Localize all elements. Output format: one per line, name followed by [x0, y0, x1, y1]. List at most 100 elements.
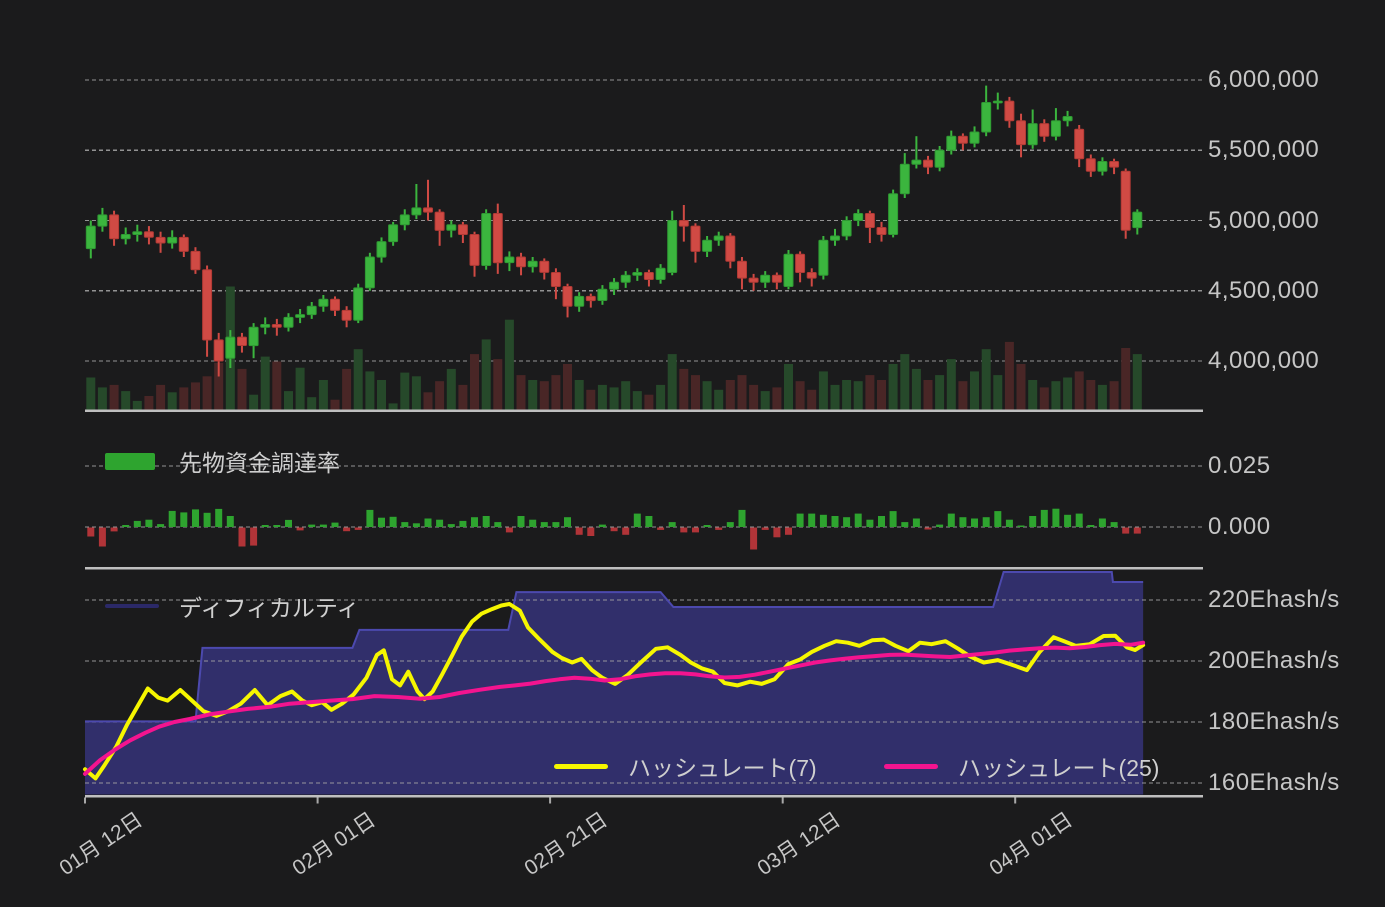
candle-body — [876, 227, 887, 235]
candle-body — [1039, 123, 1050, 137]
funding-bar — [378, 517, 385, 527]
volume-bar — [446, 368, 456, 410]
candle-body — [85, 225, 96, 250]
candle-body — [760, 274, 771, 283]
volume-bar — [563, 364, 572, 410]
candle-body — [481, 213, 492, 266]
funding-bar — [819, 514, 827, 527]
volume-bar — [551, 375, 561, 410]
candle-body — [1085, 158, 1096, 172]
funding-bar — [912, 518, 920, 527]
volume-bar — [923, 380, 933, 410]
funding-bar — [180, 512, 188, 527]
funding-bar — [389, 516, 397, 527]
candle-body — [434, 211, 445, 231]
candle-body — [888, 193, 899, 236]
funding-bar — [494, 522, 502, 527]
volume-bar — [993, 375, 1003, 410]
volume-bar — [586, 389, 596, 410]
panel-axis-line — [85, 409, 1203, 412]
funding-bar — [412, 523, 420, 527]
volume-bar — [574, 380, 584, 410]
candle-body — [364, 256, 375, 289]
volume-bar — [377, 380, 386, 410]
volume-bar — [714, 389, 724, 410]
candle-body — [411, 207, 422, 216]
volume-bar — [528, 380, 538, 410]
funding-bar — [505, 527, 513, 533]
volume-bar — [435, 381, 445, 410]
funding-bar — [145, 519, 153, 527]
candle-body — [574, 295, 585, 307]
x-axis-tick-mark — [781, 797, 784, 804]
candle-body — [1062, 116, 1073, 122]
volume-bar — [784, 364, 793, 410]
funding-bar — [366, 509, 374, 527]
candle-body — [330, 298, 340, 311]
hashrate7-swatch-icon — [554, 763, 608, 769]
funding-bar — [598, 524, 606, 527]
legend-hashrate7[interactable]: ハッシュレート(7) — [554, 749, 817, 783]
candle-body — [388, 224, 399, 243]
funding-bar — [633, 513, 641, 527]
price-axis-tick-label: 5,500,000 — [1208, 136, 1320, 163]
funding-bar — [785, 527, 792, 535]
funding-bar — [1075, 513, 1083, 527]
hashrate7-line — [83, 602, 1146, 781]
funding-bar — [192, 509, 199, 527]
volume-bar — [109, 384, 119, 410]
funding-bar — [668, 522, 676, 527]
candle-body — [643, 272, 654, 280]
candle-body — [504, 256, 515, 264]
volume-bar — [760, 391, 770, 410]
funding-bar — [354, 527, 362, 530]
candle-body — [818, 239, 829, 276]
candle-body — [260, 324, 271, 328]
funding-bar — [982, 517, 990, 527]
candle-body — [725, 235, 736, 262]
funding-bar — [157, 524, 165, 527]
volume-bar — [353, 349, 363, 410]
volume-bar — [411, 376, 421, 410]
hashrate25-swatch-icon — [884, 763, 938, 769]
price-axis-tick-label: 4,500,000 — [1208, 277, 1320, 304]
volume-bar — [156, 384, 166, 410]
funding-bar — [168, 510, 176, 527]
volume-bar — [260, 356, 270, 410]
candle-body — [841, 220, 852, 237]
volume-bar — [737, 375, 747, 410]
candle-body — [120, 234, 131, 240]
funding-bar — [273, 525, 281, 527]
funding-bar — [994, 511, 1002, 527]
candle-body — [748, 277, 759, 283]
funding-bar — [587, 527, 595, 536]
axis-lines — [84, 409, 1203, 804]
funding-axis-tick-label: 0.025 — [1208, 452, 1271, 479]
hashrate-axis-tick-label: 180Ehash/s — [1208, 708, 1340, 735]
funding-bar — [1005, 519, 1013, 527]
funding-bar — [285, 519, 292, 527]
candle-body — [1109, 161, 1120, 168]
funding-bar — [703, 525, 711, 527]
funding-bar — [98, 527, 106, 547]
funding-bar — [250, 527, 258, 546]
x-axis-tick-mark — [549, 797, 552, 804]
funding-bar — [308, 524, 316, 527]
funding-bar — [1052, 508, 1060, 527]
difficulty-legend-label: ディフィカルティ — [179, 595, 360, 621]
candle-body — [911, 159, 922, 165]
volume-bar — [853, 381, 863, 410]
candle-body — [539, 260, 550, 273]
volume-bar — [749, 384, 759, 410]
hashrate25-line — [83, 640, 1146, 776]
funding-rate-swatch-icon — [105, 452, 155, 470]
candle-body — [667, 220, 678, 273]
legend-difficulty[interactable]: ディフィカルティ — [105, 589, 360, 623]
funding-bar — [238, 527, 246, 547]
legend-funding-rate[interactable]: 先物資金調達率 — [105, 444, 340, 478]
legend-hashrate25[interactable]: ハッシュレート(25) — [884, 749, 1159, 783]
volume-bar — [86, 377, 96, 410]
volume-bar — [981, 349, 991, 410]
